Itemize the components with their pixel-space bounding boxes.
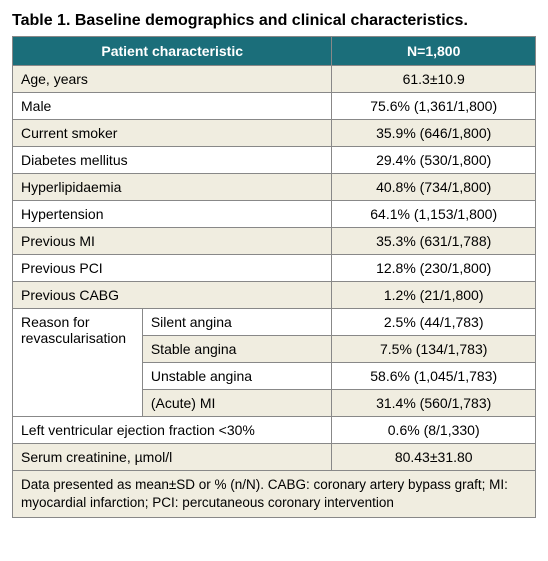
row-value: 80.43±31.80 xyxy=(332,444,536,471)
row-value: 12.8% (230/1,800) xyxy=(332,255,536,282)
row-label: Previous PCI xyxy=(13,255,332,282)
row-value: 75.6% (1,361/1,800) xyxy=(332,93,536,120)
row-label: Serum creatinine, µmol/l xyxy=(13,444,332,471)
row-label: Current smoker xyxy=(13,120,332,147)
table-row: Hyperlipidaemia 40.8% (734/1,800) xyxy=(13,174,536,201)
row-value: 2.5% (44/1,783) xyxy=(332,309,536,336)
row-value: 35.9% (646/1,800) xyxy=(332,120,536,147)
row-label: Age, years xyxy=(13,66,332,93)
row-label: Unstable angina xyxy=(142,363,332,390)
row-label: Previous MI xyxy=(13,228,332,255)
table-row: Left ventricular ejection fraction <30% … xyxy=(13,417,536,444)
row-value: 7.5% (134/1,783) xyxy=(332,336,536,363)
table-title: Table 1. Baseline demographics and clini… xyxy=(12,12,536,30)
row-label: Previous CABG xyxy=(13,282,332,309)
row-value: 64.1% (1,153/1,800) xyxy=(332,201,536,228)
footnote-row: Data presented as mean±SD or % (n/N). CA… xyxy=(13,471,536,518)
table-row: Previous CABG 1.2% (21/1,800) xyxy=(13,282,536,309)
row-value: 58.6% (1,045/1,783) xyxy=(332,363,536,390)
table-row: Hypertension 64.1% (1,153/1,800) xyxy=(13,201,536,228)
row-value: 31.4% (560/1,783) xyxy=(332,390,536,417)
row-label: Male xyxy=(13,93,332,120)
header-row: Patient characteristic N=1,800 xyxy=(13,37,536,66)
col-header-characteristic: Patient characteristic xyxy=(13,37,332,66)
row-value: 40.8% (734/1,800) xyxy=(332,174,536,201)
table-row: Current smoker 35.9% (646/1,800) xyxy=(13,120,536,147)
row-value: 61.3±10.9 xyxy=(332,66,536,93)
table-row: Reason for revasculari­sation Silent ang… xyxy=(13,309,536,336)
row-value: 29.4% (530/1,800) xyxy=(332,147,536,174)
row-label: Diabetes mellitus xyxy=(13,147,332,174)
row-value: 0.6% (8/1,330) xyxy=(332,417,536,444)
table-row: Diabetes mellitus 29.4% (530/1,800) xyxy=(13,147,536,174)
row-label: Left ventricular ejection fraction <30% xyxy=(13,417,332,444)
table-row: Previous PCI 12.8% (230/1,800) xyxy=(13,255,536,282)
table-row: Age, years 61.3±10.9 xyxy=(13,66,536,93)
col-header-n: N=1,800 xyxy=(332,37,536,66)
row-label: Stable angina xyxy=(142,336,332,363)
revasc-group-label: Reason for revasculari­sation xyxy=(13,309,143,417)
row-label: Silent angina xyxy=(142,309,332,336)
table-row: Serum creatinine, µmol/l 80.43±31.80 xyxy=(13,444,536,471)
row-label: (Acute) MI xyxy=(142,390,332,417)
row-value: 35.3% (631/1,788) xyxy=(332,228,536,255)
demographics-table: Patient characteristic N=1,800 Age, year… xyxy=(12,36,536,518)
table-footnote: Data presented as mean±SD or % (n/N). CA… xyxy=(13,471,536,518)
row-label: Hyperlipidaemia xyxy=(13,174,332,201)
row-label: Hypertension xyxy=(13,201,332,228)
table-row: Previous MI 35.3% (631/1,788) xyxy=(13,228,536,255)
row-value: 1.2% (21/1,800) xyxy=(332,282,536,309)
table-row: Male 75.6% (1,361/1,800) xyxy=(13,93,536,120)
